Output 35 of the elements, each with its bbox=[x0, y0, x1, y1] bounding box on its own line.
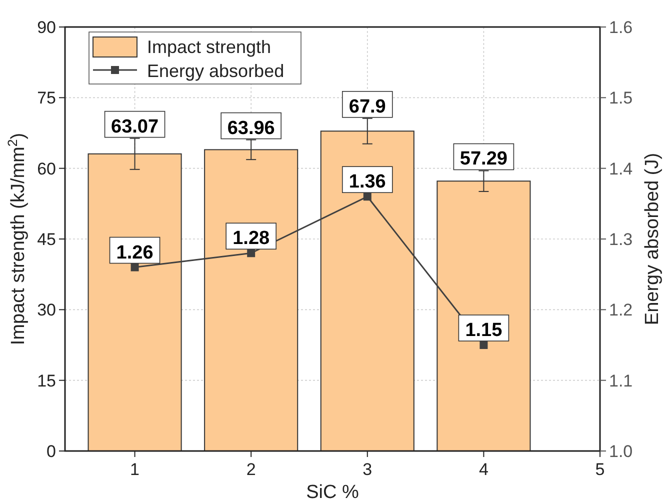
data-label: 67.9 bbox=[348, 96, 386, 118]
y-tick-label: 60 bbox=[37, 159, 56, 178]
y2-tick-label: 1.6 bbox=[609, 18, 633, 37]
y-tick-label: 30 bbox=[37, 300, 56, 320]
point bbox=[363, 192, 372, 201]
data-label: 1.28 bbox=[232, 228, 270, 250]
data-label: 1.36 bbox=[348, 172, 386, 193]
data-label: 63.07 bbox=[111, 116, 159, 138]
data-label: 1.26 bbox=[116, 242, 154, 264]
point bbox=[480, 341, 488, 349]
x-tick-label: 1 bbox=[130, 460, 140, 479]
y-tick-label: 75 bbox=[37, 88, 56, 108]
y2-tick-label: 1.1 bbox=[609, 371, 633, 390]
x-tick-label: 3 bbox=[362, 460, 372, 479]
x-tick-label: 2 bbox=[246, 460, 256, 479]
data-label: 1.15 bbox=[465, 320, 503, 341]
y-tick-label: 15 bbox=[37, 371, 56, 390]
x-axis-title: SiC % bbox=[306, 482, 359, 502]
y2-axis-title: Energy absorbed (J) bbox=[642, 152, 663, 326]
point bbox=[130, 263, 139, 272]
y2-tick-label: 1.0 bbox=[609, 442, 633, 461]
y-tick-label: 0 bbox=[46, 442, 56, 461]
x-tick-label: 4 bbox=[478, 460, 488, 479]
y2-tick-label: 1.5 bbox=[609, 88, 633, 108]
y2-tick-label: 1.2 bbox=[609, 300, 633, 320]
y-tick-label: 90 bbox=[37, 18, 56, 37]
data-label: 57.29 bbox=[460, 148, 508, 170]
legend-label: Energy absorbed bbox=[147, 61, 284, 81]
y2-tick-label: 1.4 bbox=[609, 159, 633, 178]
y-tick-label: 45 bbox=[37, 230, 56, 249]
x-tick-label: 5 bbox=[595, 460, 605, 479]
data-label: 63.96 bbox=[227, 118, 275, 139]
y2-tick-label: 1.3 bbox=[609, 230, 633, 249]
legend-label: Impact strength bbox=[147, 37, 272, 57]
point bbox=[247, 249, 256, 258]
